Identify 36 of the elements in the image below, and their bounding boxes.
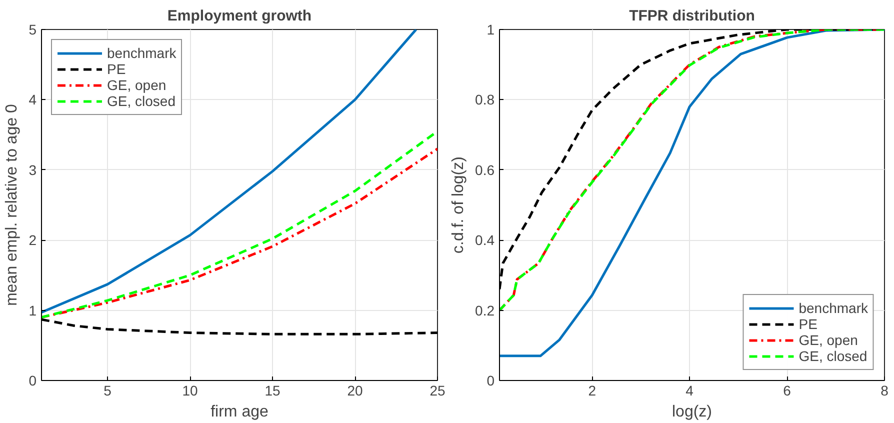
x-tick-label: 6 (783, 382, 792, 398)
legend-label: GE, closed (798, 348, 868, 364)
x-axis-title: firm age (210, 404, 268, 420)
x-tick-label: 5 (104, 382, 112, 398)
y-tick-label: 5 (28, 22, 37, 38)
x-tick-label: 2 (588, 382, 596, 398)
x-tick-label: 8 (880, 382, 889, 398)
y-tick-label: 0 (28, 372, 37, 388)
legend-label: GE, closed (107, 93, 176, 109)
x-tick-label: 15 (264, 382, 280, 398)
y-tick-label: 1 (28, 302, 37, 318)
y-tick-label: 0 (486, 372, 495, 388)
y-tick-label: 2 (28, 232, 37, 248)
y-tick-label: 0.6 (475, 162, 495, 178)
x-tick-label: 10 (182, 382, 198, 398)
y-tick-label: 1 (486, 22, 495, 38)
y-tick-label: 4 (28, 92, 37, 108)
y-tick-label: 0.4 (475, 232, 495, 248)
x-tick-label: 25 (430, 382, 446, 398)
y-tick-label: 3 (28, 162, 37, 178)
x-tick-label: 4 (686, 382, 694, 398)
legend-label: benchmark (107, 45, 176, 61)
y-axis-title: mean empl. relative to age 0 (4, 104, 21, 306)
chart-title: Employment growth (167, 8, 312, 24)
x-tick-label: 20 (347, 382, 363, 398)
y-axis-title: c.d.f. of log(z) (450, 156, 468, 254)
line-series (42, 30, 418, 314)
legend-label: GE, open (107, 77, 166, 93)
y-tick-label: 0.2 (475, 302, 495, 318)
legend-label: benchmark (798, 300, 868, 316)
legend-label: GE, open (798, 332, 858, 348)
y-tick-label: 0.8 (475, 92, 495, 108)
chart-title: TFPR distribution (629, 8, 755, 24)
legend-label: PE (107, 61, 127, 77)
x-axis-title: log(z) (672, 404, 712, 420)
legend-label: PE (798, 316, 818, 332)
